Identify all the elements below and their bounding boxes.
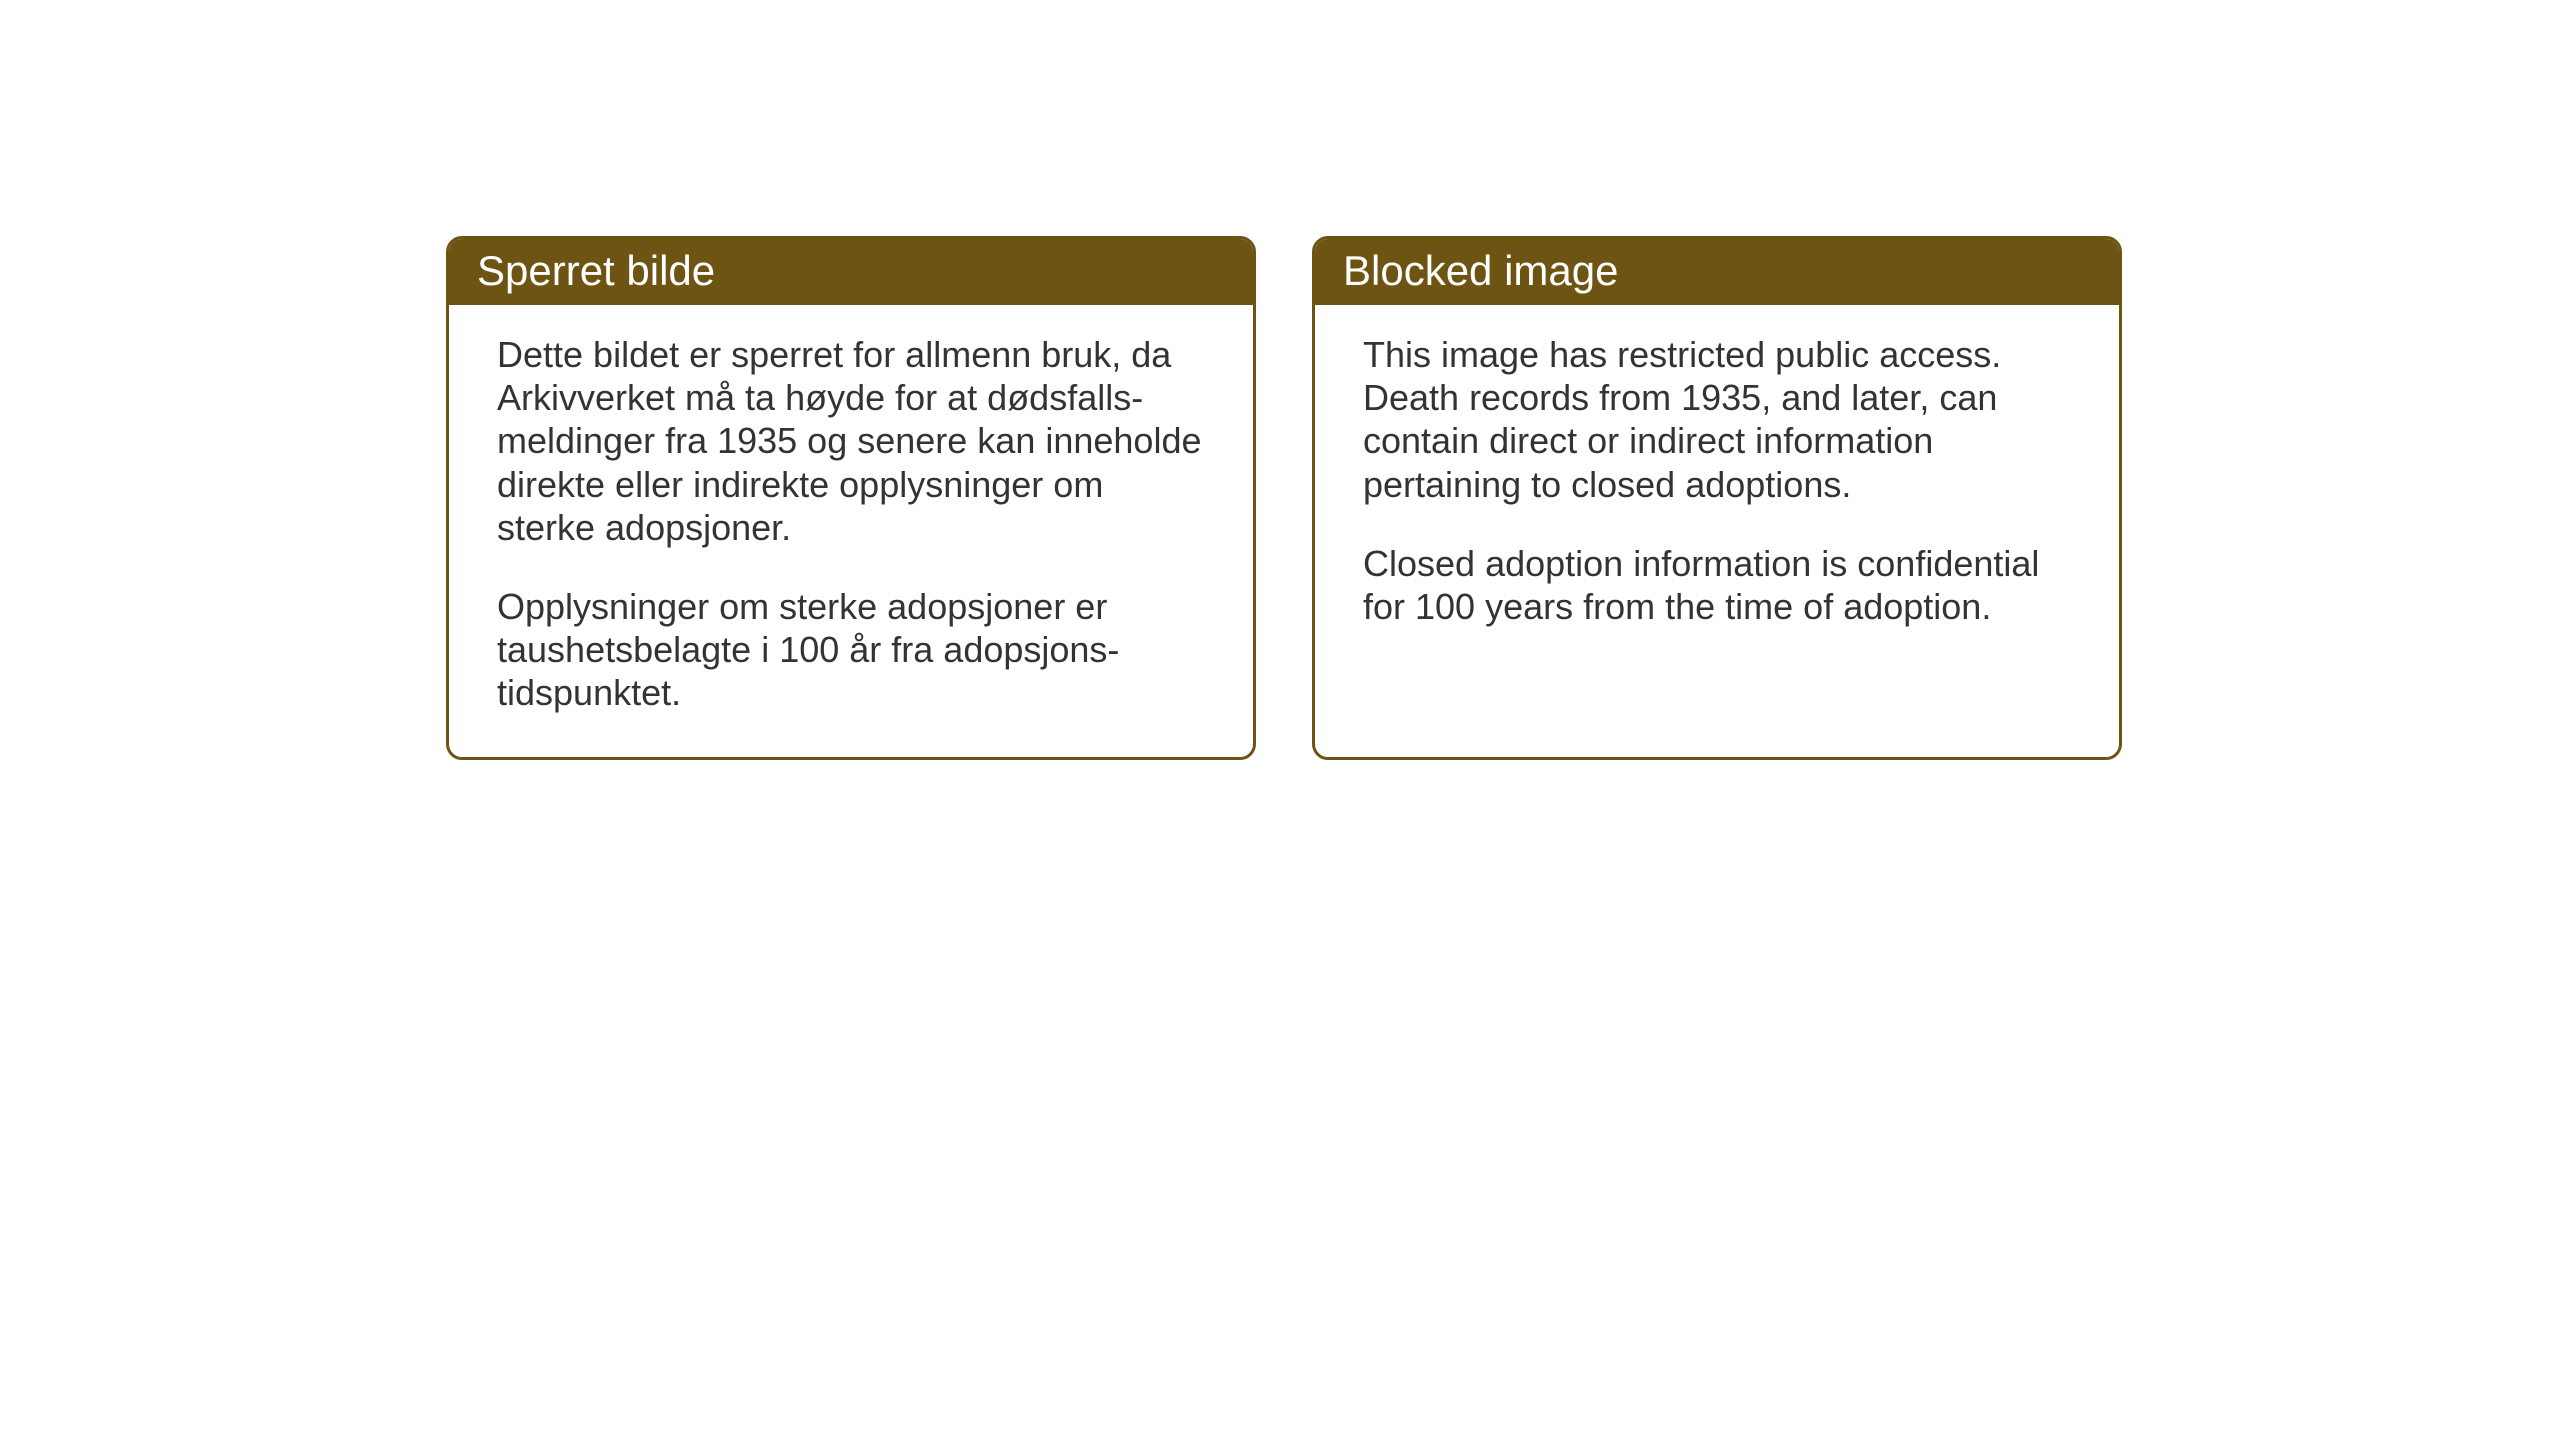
norwegian-card-body: Dette bildet er sperret for allmenn bruk… bbox=[449, 305, 1253, 757]
english-paragraph-1: This image has restricted public access.… bbox=[1363, 333, 2077, 506]
norwegian-card-title: Sperret bilde bbox=[449, 239, 1253, 305]
norwegian-notice-card: Sperret bilde Dette bildet er sperret fo… bbox=[446, 236, 1256, 760]
english-card-body: This image has restricted public access.… bbox=[1315, 305, 2119, 670]
english-card-title: Blocked image bbox=[1315, 239, 2119, 305]
english-notice-card: Blocked image This image has restricted … bbox=[1312, 236, 2122, 760]
notice-container: Sperret bilde Dette bildet er sperret fo… bbox=[446, 236, 2122, 760]
norwegian-paragraph-2: Opplysninger om sterke adopsjoner er tau… bbox=[497, 585, 1211, 715]
norwegian-paragraph-1: Dette bildet er sperret for allmenn bruk… bbox=[497, 333, 1211, 549]
english-paragraph-2: Closed adoption information is confident… bbox=[1363, 542, 2077, 628]
